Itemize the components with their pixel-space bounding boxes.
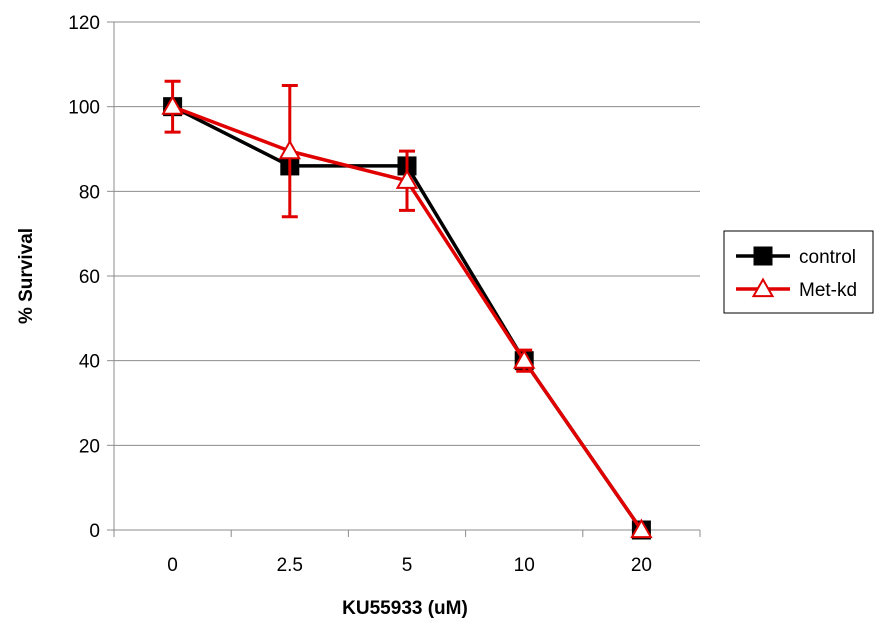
x-tick-label: 2.5 [277,555,303,576]
y-tick-label: 80 [79,182,100,203]
y-tick-label: 0 [89,521,100,542]
x-tick-labels: 0 2.5 5 10 20 [167,555,652,576]
x-tick-label: 10 [514,555,535,576]
axes [107,21,701,537]
series-met-kd [161,79,653,539]
x-axis-title: KU55933 (uM) [342,598,468,619]
x-tick-label: 5 [402,555,413,576]
y-tick-label: 60 [79,267,100,288]
legend-box [723,230,874,314]
x-tick-label: 20 [631,555,652,576]
legend-label: Met-kd [799,280,857,301]
y-axis-title: % Survival [16,228,37,324]
data-point [395,169,419,189]
data-point [630,518,653,539]
data-point [161,95,184,115]
legend-marker [753,246,773,266]
y-tick-label: 40 [79,352,100,373]
x-tick-label: 0 [167,555,178,576]
y-tick-label: 120 [68,13,100,34]
data-point [278,139,302,160]
y-tick-labels: 0 20 40 60 80 100 120 [68,13,100,542]
legend-label: control [799,247,856,268]
legend-item: control [736,246,856,268]
data-point [512,349,536,369]
series [161,79,653,540]
y-tick-label: 100 [68,98,100,119]
legend-marker [751,277,775,298]
legend-item: Met-kd [736,277,857,301]
legend: control Met-kd [723,230,874,314]
y-tick-label: 20 [79,436,100,457]
